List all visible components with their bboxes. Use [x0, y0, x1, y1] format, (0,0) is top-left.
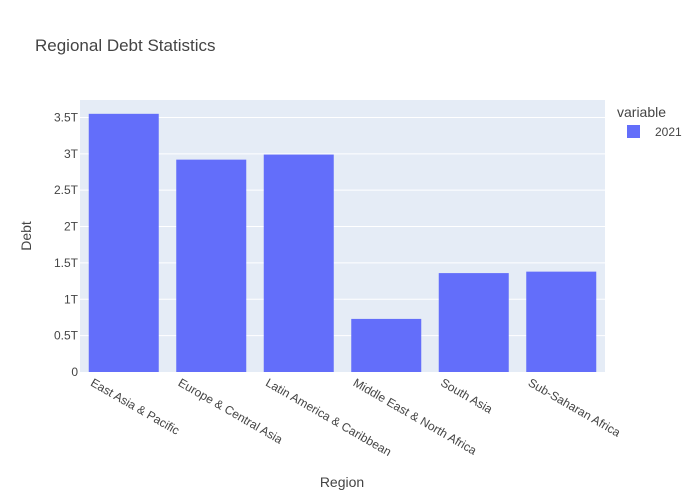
legend-label[interactable]: 2021	[655, 125, 682, 139]
y-tick-label: 0	[71, 365, 78, 379]
chart-title: Regional Debt Statistics	[35, 36, 215, 55]
bar[interactable]	[88, 113, 159, 373]
bar[interactable]	[351, 318, 422, 372]
x-tick-label: East Asia & Pacific	[88, 375, 182, 437]
bar[interactable]	[526, 271, 597, 372]
bar[interactable]	[176, 159, 247, 372]
y-tick-label: 3.5T	[54, 110, 79, 124]
legend-swatch[interactable]	[627, 125, 640, 138]
bar[interactable]	[438, 273, 509, 372]
y-tick-label: 1.5T	[54, 256, 79, 270]
y-tick-label: 0.5T	[54, 329, 79, 343]
bar[interactable]	[263, 154, 334, 372]
legend[interactable]: variable 2021	[617, 104, 682, 139]
y-tick-label: 2T	[64, 220, 79, 234]
gridlines	[80, 116, 605, 337]
x-tick-label: South Asia	[438, 375, 495, 416]
y-axis-ticks: 0 0.5T 1T 1.5T 2T 2.5T 3T 3.5T	[54, 110, 79, 379]
bars	[88, 113, 597, 373]
y-axis-title: Debt	[18, 221, 34, 251]
x-tick-label: Sub-Saharan Africa	[526, 375, 623, 439]
y-tick-label: 3T	[64, 147, 79, 161]
y-tick-label: 2.5T	[54, 183, 79, 197]
x-axis-title: Region	[320, 474, 364, 490]
legend-title: variable	[617, 104, 666, 120]
plot-area	[80, 100, 605, 372]
y-tick-label: 1T	[64, 292, 79, 306]
